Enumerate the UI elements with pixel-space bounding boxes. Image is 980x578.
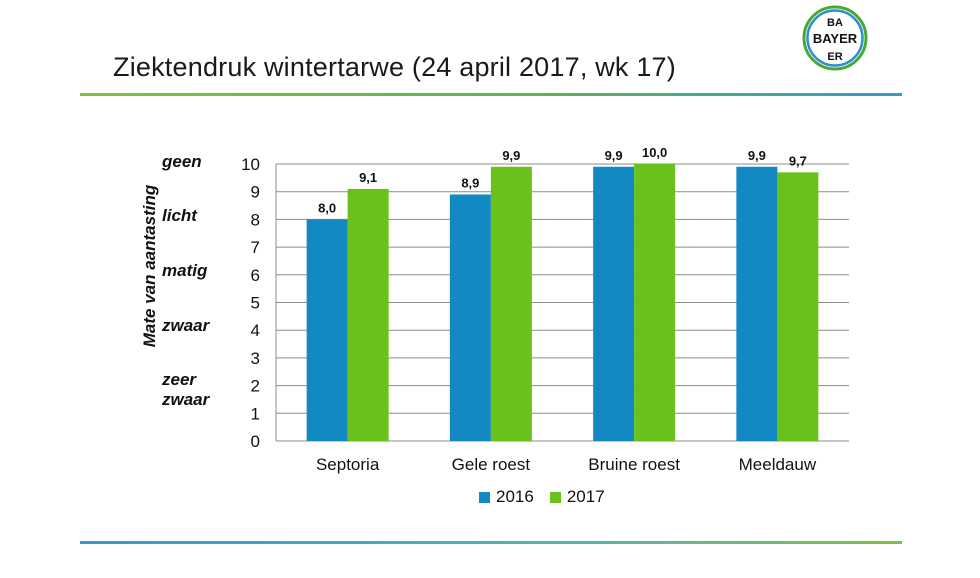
- y-tick-label: 2: [251, 377, 260, 396]
- bar: [777, 172, 819, 441]
- y-tick-label: 0: [251, 432, 260, 451]
- data-label: 9,9: [748, 148, 766, 163]
- bar: [593, 166, 635, 441]
- x-tick-label: Septoria: [316, 455, 380, 474]
- y-tick-label: 1: [251, 404, 260, 423]
- slide-title: Ziektendruk wintertarwe (24 april 2017, …: [113, 52, 676, 82]
- svg-text:BAYER: BAYER: [813, 31, 858, 46]
- legend-swatch-2016: [479, 491, 490, 503]
- bar: [490, 166, 532, 441]
- data-label: 8,9: [461, 175, 479, 190]
- chart-legend: 2016 2017: [479, 485, 621, 509]
- severity-label-geen: geen: [162, 152, 202, 171]
- y-tick-label: 7: [251, 238, 260, 257]
- bar: [449, 194, 491, 441]
- bar: [347, 188, 389, 441]
- y-tick-label: 6: [251, 266, 260, 285]
- data-label: 9,1: [359, 170, 377, 185]
- x-tick-label: Bruine roest: [588, 455, 680, 474]
- bar: [634, 164, 676, 441]
- legend-item-2016: 2016: [479, 487, 534, 507]
- svg-text:BA: BA: [827, 17, 843, 29]
- y-tick-label: 9: [251, 183, 260, 202]
- legend-label-2017: 2017: [566, 487, 605, 506]
- y-tick-label: 5: [251, 294, 260, 313]
- data-label: 9,9: [605, 148, 623, 163]
- bar: [306, 219, 348, 441]
- x-tick-label: Meeldauw: [739, 455, 817, 474]
- y-tick-label: 10: [241, 155, 260, 174]
- legend-item-2017: 2017: [549, 487, 605, 507]
- data-label: 8,0: [318, 200, 336, 215]
- severity-label-zwaar: zwaar: [162, 316, 210, 335]
- y-tick-label: 3: [251, 349, 260, 368]
- svg-text:ER: ER: [827, 51, 842, 63]
- severity-label-zeer: zeer: [162, 370, 197, 389]
- y-tick-label: 4: [251, 321, 260, 340]
- legend-swatch-2017: [549, 491, 561, 503]
- bayer-logo: BAYER BA ER: [802, 5, 868, 71]
- severity-label-zeer-zwaar: zwaar: [162, 390, 210, 409]
- data-label: 9,7: [789, 153, 807, 168]
- x-tick-label: Gele roest: [452, 455, 531, 474]
- y-tick-label: 8: [251, 210, 260, 229]
- legend-label-2016: 2016: [496, 487, 534, 506]
- severity-label-matig: matig: [162, 261, 208, 280]
- data-label: 9,9: [502, 148, 520, 163]
- title-divider: [80, 93, 902, 96]
- data-label: 10,0: [642, 145, 667, 160]
- severity-label-licht: licht: [162, 206, 197, 225]
- bar: [736, 166, 778, 441]
- footer-divider: [80, 541, 902, 544]
